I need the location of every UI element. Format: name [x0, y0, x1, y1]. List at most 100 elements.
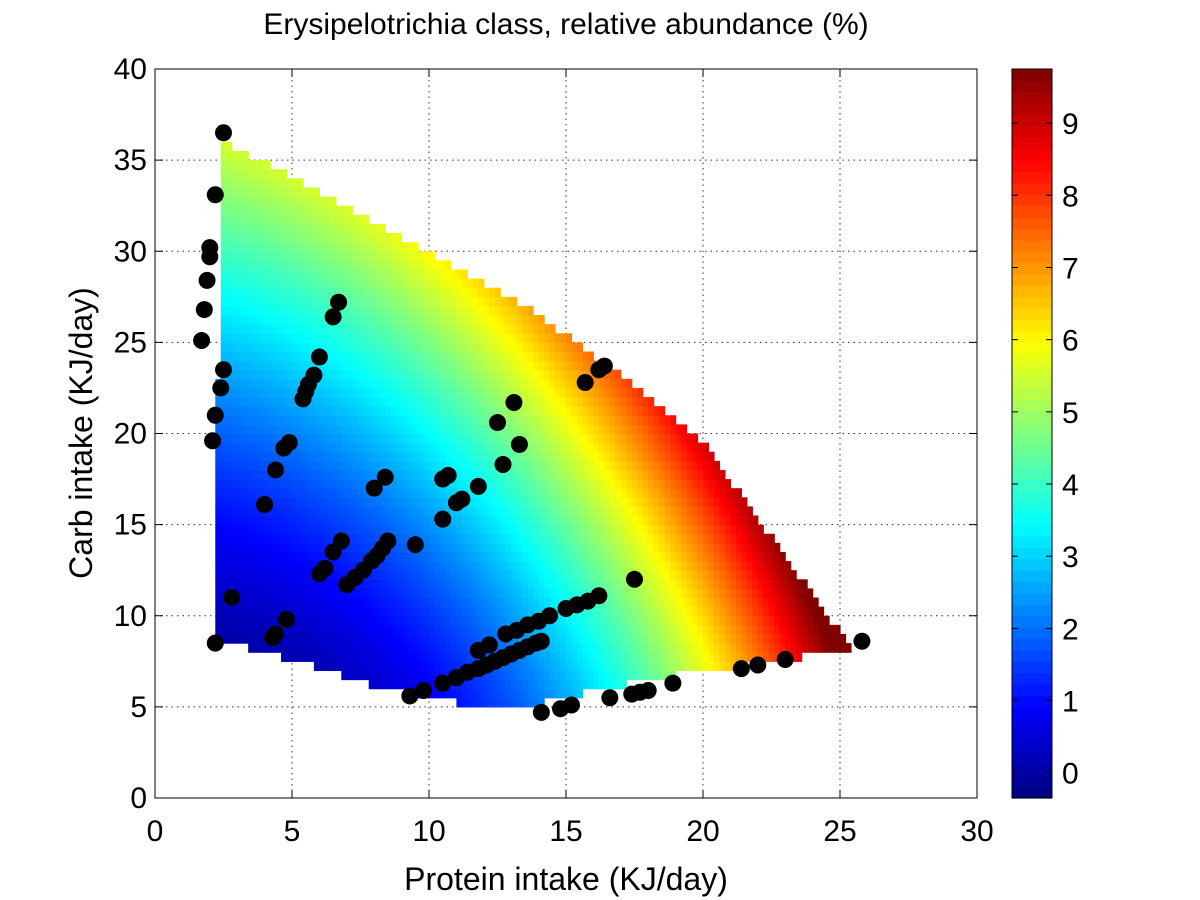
surface-cell: [511, 688, 518, 699]
surface-cell: [439, 351, 447, 362]
surface-cell: [313, 296, 320, 307]
surface-cell: [215, 570, 222, 580]
surface-cell: [423, 442, 430, 453]
surface-cell: [489, 469, 496, 480]
surface-cell: [703, 515, 710, 526]
surface-cell: [664, 570, 671, 580]
surface-cell: [401, 551, 408, 562]
surface-cell: [576, 615, 584, 626]
data-point: [532, 703, 550, 721]
data-point: [510, 435, 528, 453]
surface-cell: [593, 670, 600, 681]
surface-cell: [363, 260, 370, 271]
surface-cell: [248, 315, 255, 325]
surface-cell: [659, 460, 666, 471]
surface-cell: [675, 633, 682, 644]
surface-cell: [396, 451, 403, 462]
surface-cell: [708, 570, 715, 580]
surface-cell: [412, 515, 419, 526]
surface-cell: [522, 315, 529, 325]
surface-cell: [724, 515, 731, 526]
surface-cell: [555, 597, 562, 608]
surface-cell: [686, 469, 693, 480]
surface-cell: [500, 305, 507, 316]
surface-cell: [368, 351, 375, 362]
surface-cell: [456, 570, 463, 580]
surface-cell: [226, 351, 233, 362]
surface-cell: [483, 624, 490, 635]
data-point: [198, 271, 216, 289]
surface-cell: [313, 551, 320, 562]
surface-cell: [308, 223, 315, 234]
surface-cell: [593, 652, 600, 662]
surface-cell: [313, 652, 320, 662]
surface-cell: [363, 424, 370, 435]
surface-cell: [653, 497, 660, 507]
surface-cell: [324, 269, 331, 280]
surface-cell: [379, 460, 386, 471]
surface-cell: [434, 606, 441, 617]
surface-cell: [555, 424, 562, 435]
surface-cell: [659, 433, 666, 444]
surface-cell: [363, 524, 370, 535]
surface-cell: [555, 570, 562, 580]
surface-cell: [264, 260, 271, 271]
surface-cell: [670, 615, 677, 626]
surface-cell: [719, 488, 726, 498]
surface-cell: [412, 242, 419, 252]
surface-cell: [439, 597, 447, 608]
surface-cell: [505, 697, 512, 708]
surface-cell: [527, 387, 534, 398]
surface-cell: [790, 570, 797, 580]
surface-cell: [368, 606, 375, 617]
surface-cell: [385, 515, 392, 526]
surface-cell: [637, 551, 644, 562]
surface-cell: [522, 697, 529, 708]
surface-cell: [363, 460, 370, 471]
surface-cell: [461, 296, 468, 307]
surface-cell: [319, 542, 326, 553]
colorbar-band: [1012, 114, 1052, 127]
surface-cell: [341, 424, 348, 435]
surface-cell: [226, 187, 233, 198]
surface-cell: [467, 679, 474, 690]
surface-cell: [664, 479, 671, 489]
surface-cell: [779, 633, 786, 644]
surface-cell: [292, 178, 299, 189]
surface-cell: [418, 524, 425, 535]
surface-cell: [418, 424, 425, 435]
surface-cell: [264, 469, 271, 480]
surface-cell: [500, 469, 507, 480]
surface-cell: [341, 551, 348, 562]
surface-cell: [500, 679, 507, 690]
surface-cell: [396, 406, 403, 416]
surface-cell: [527, 378, 534, 389]
surface-cell: [302, 597, 310, 608]
surface-cell: [253, 442, 260, 453]
surface-cell: [703, 506, 710, 517]
surface-cell: [450, 652, 457, 662]
surface-cell: [259, 223, 266, 234]
surface-cell: [549, 570, 556, 580]
surface-cell: [330, 433, 337, 444]
surface-cell: [242, 542, 249, 553]
surface-cell: [713, 561, 721, 571]
surface-cell: [522, 460, 529, 471]
surface-cell: [412, 633, 419, 644]
surface-cell: [434, 260, 441, 271]
surface-cell: [823, 633, 830, 644]
surface-cell: [330, 406, 337, 416]
surface-cell: [582, 424, 589, 435]
surface-cell: [549, 497, 556, 507]
surface-cell: [637, 397, 644, 407]
surface-cell: [719, 661, 726, 672]
surface-cell: [692, 460, 699, 471]
surface-cell: [330, 205, 337, 216]
surface-cell: [346, 242, 353, 252]
surface-cell: [330, 460, 337, 471]
surface-cell: [330, 643, 337, 653]
surface-cell: [538, 588, 545, 599]
surface-cell: [505, 296, 512, 307]
surface-cell: [324, 369, 331, 380]
surface-cell: [264, 360, 271, 371]
